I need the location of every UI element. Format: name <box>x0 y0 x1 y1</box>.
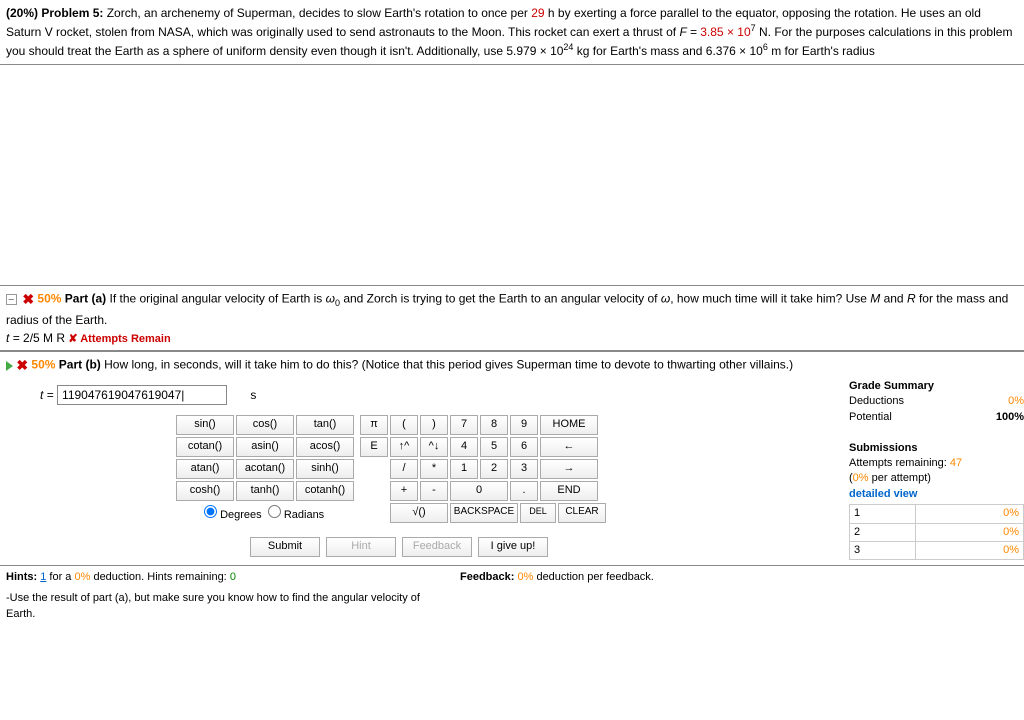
end-key[interactable]: END <box>540 481 598 501</box>
collapse-icon[interactable] <box>6 294 17 305</box>
func-acos-key[interactable]: acos() <box>296 437 354 457</box>
problem-header: (20%) Problem 5: Zorch, an archenemy of … <box>0 0 1024 65</box>
num3-key[interactable]: 3 <box>510 459 538 479</box>
func-cotan-key[interactable]: cotan() <box>176 437 234 457</box>
rparen-key[interactable]: ) <box>420 415 448 435</box>
submit-button[interactable]: Submit <box>250 537 320 557</box>
left-key[interactable]: ← <box>540 437 598 457</box>
num0-key[interactable]: 0 <box>450 481 508 501</box>
num1-key[interactable]: 1 <box>450 459 478 479</box>
angle-mode: Degrees Radians <box>176 503 354 521</box>
radians-radio[interactable] <box>268 505 281 518</box>
lparen-key[interactable]: ( <box>390 415 418 435</box>
del-key[interactable]: DEL <box>520 503 556 523</box>
func-tanh-key[interactable]: tanh() <box>236 481 294 501</box>
func-cotanh-key[interactable]: cotanh() <box>296 481 354 501</box>
num7-key[interactable]: 7 <box>450 415 478 435</box>
spacer <box>0 65 1024 285</box>
func-cosh-key[interactable]: cosh() <box>176 481 234 501</box>
down-key[interactable]: ^↓ <box>420 437 448 457</box>
submissions-table: 10%20%30% <box>849 504 1024 560</box>
problem-text: Zorch, an archenemy of Superman, decides… <box>6 6 1012 58</box>
degrees-radio[interactable] <box>204 505 217 518</box>
grade-summary: Grade Summary Deductions0% Potential100%… <box>849 379 1024 565</box>
minus-key[interactable]: - <box>420 481 448 501</box>
num4-key[interactable]: 4 <box>450 437 478 457</box>
answer-input[interactable] <box>57 385 227 405</box>
num9-key[interactable]: 9 <box>510 415 538 435</box>
pi-key[interactable]: π <box>360 415 388 435</box>
num8-key[interactable]: 8 <box>480 415 508 435</box>
num6-key[interactable]: 6 <box>510 437 538 457</box>
num2-key[interactable]: 2 <box>480 459 508 479</box>
backspace-key[interactable]: BACKSPACE <box>450 503 518 523</box>
giveup-button[interactable]: I give up! <box>478 537 548 557</box>
x-icon: ✖ <box>22 291 34 307</box>
play-icon[interactable] <box>6 361 13 371</box>
part-a-section: ✖ 50% Part (a) If the original angular v… <box>0 285 1024 351</box>
feedback-button[interactable]: Feedback <box>402 537 472 557</box>
answer-row: t = s <box>0 379 849 409</box>
attempts-remain: ✘ Attempts Remain <box>68 333 170 345</box>
div-key[interactable]: / <box>390 459 418 479</box>
calculator: sin()cos()tan() cotan()asin()acos() atan()… <box>0 409 849 531</box>
num5-key[interactable]: 5 <box>480 437 508 457</box>
right-key[interactable]: → <box>540 459 598 479</box>
part-b-section: ✖ 50% Part (b) How long, in seconds, wil… <box>0 351 1024 379</box>
problem-weight: (20%) <box>6 6 38 20</box>
clear-key[interactable]: CLEAR <box>558 503 606 523</box>
e-key[interactable]: E <box>360 437 388 457</box>
home-key[interactable]: HOME <box>540 415 598 435</box>
plus-key[interactable]: + <box>390 481 418 501</box>
dot-key[interactable]: . <box>510 481 538 501</box>
func-acotan-key[interactable]: acotan() <box>236 459 294 479</box>
func-sin-key[interactable]: sin() <box>176 415 234 435</box>
func-tan-key[interactable]: tan() <box>296 415 354 435</box>
func-asin-key[interactable]: asin() <box>236 437 294 457</box>
action-row: Submit Hint Feedback I give up! <box>0 531 849 565</box>
mul-key[interactable]: * <box>420 459 448 479</box>
problem-label: Problem 5: <box>41 6 103 20</box>
hints-section: Hints: 1 for a 0% deduction. Hints remai… <box>0 565 1024 626</box>
sqrt-key[interactable]: √() <box>390 503 448 523</box>
hint-button[interactable]: Hint <box>326 537 396 557</box>
detailed-view-link[interactable]: detailed view <box>849 487 1024 502</box>
func-atan-key[interactable]: atan() <box>176 459 234 479</box>
x-icon: ✖ <box>16 357 28 373</box>
func-cos-key[interactable]: cos() <box>236 415 294 435</box>
up-key[interactable]: ↑^ <box>390 437 418 457</box>
func-sinh-key[interactable]: sinh() <box>296 459 354 479</box>
